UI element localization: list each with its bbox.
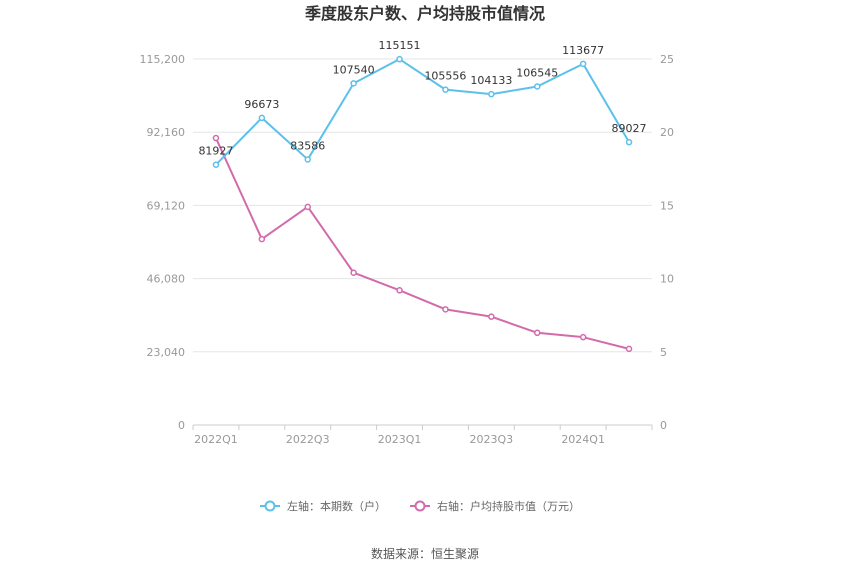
data-label: 96673: [244, 98, 279, 111]
y-right-tick-label: 0: [660, 419, 667, 432]
y-right-tick-label: 25: [660, 53, 674, 66]
data-point: [304, 156, 311, 163]
series-points: [212, 55, 633, 353]
data-label: 81927: [198, 145, 233, 158]
legend-marker: [414, 500, 426, 512]
data-point: [304, 203, 311, 211]
data-point: [488, 313, 495, 320]
right-axis: 0 5 10 15 20 25: [660, 53, 674, 432]
data-point: [442, 306, 449, 313]
data-point: [212, 134, 220, 142]
data-point: [350, 80, 357, 87]
y-left-tick-label: 92,160: [147, 126, 186, 139]
data-label: 106545: [516, 66, 558, 79]
y-left-tick-label: 115,200: [140, 53, 186, 66]
left-axis: 0 23,040 46,080 69,120 92,160 115,200: [140, 53, 186, 432]
data-label: 83586: [290, 139, 325, 152]
data-point: [534, 83, 541, 90]
y-left-tick-label: 69,120: [147, 199, 186, 212]
series-line-households: [215, 58, 630, 166]
legend-item[interactable]: 右轴：户均持股市值（万元）: [410, 499, 580, 513]
legend-label: 左轴：本期数（户）: [287, 499, 386, 513]
data-point: [625, 345, 633, 353]
data-point: [258, 114, 266, 122]
y-right-tick-label: 5: [660, 346, 667, 359]
x-tick-label: 2023Q1: [378, 433, 422, 446]
legend-marker: [264, 500, 276, 512]
data-labels: 81927 96673 83586 107540 115151 105556 104133 1…: [198, 39, 646, 158]
x-tick-label: 2023Q3: [470, 433, 514, 446]
data-label: 107540: [333, 63, 375, 76]
series-line-avg-value: [215, 137, 630, 350]
y-left-tick-label: 0: [178, 419, 185, 432]
data-point: [258, 235, 266, 243]
data-label: 113677: [562, 44, 604, 57]
data-point: [488, 90, 495, 98]
data-point: [534, 329, 541, 337]
data-label: 105556: [424, 70, 466, 83]
x-axis: 2022Q1 2022Q3 2023Q1 2023Q3 2024Q1: [192, 424, 653, 446]
series-lines: [215, 58, 630, 350]
x-tick-label: 2024Q1: [561, 433, 605, 446]
legend-item[interactable]: 左轴：本期数（户）: [260, 499, 386, 513]
data-point: [350, 269, 357, 276]
data-point: [396, 55, 403, 63]
chart-title: 季度股东户数、户均持股市值情况: [304, 4, 545, 23]
data-point: [212, 161, 220, 168]
y-right-tick-label: 20: [660, 126, 674, 139]
data-point: [442, 86, 449, 93]
data-label: 104133: [470, 74, 512, 87]
y-left-tick-label: 23,040: [147, 346, 186, 359]
x-tick-label: 2022Q1: [194, 433, 238, 446]
y-left-tick-label: 46,080: [147, 273, 186, 286]
data-point: [396, 287, 403, 294]
y-right-tick-label: 15: [660, 199, 674, 212]
data-label: 89027: [612, 122, 647, 135]
grid-lines: [193, 58, 652, 353]
legend-label: 右轴：户均持股市值（万元）: [437, 499, 580, 513]
source-note: 数据来源：恒生聚源: [371, 546, 479, 561]
y-right-tick-label: 10: [660, 273, 674, 286]
legend[interactable]: 左轴：本期数（户） 右轴：户均持股市值（万元）: [260, 499, 580, 513]
data-point: [625, 138, 633, 146]
data-point: [579, 333, 587, 341]
x-tick-label: 2022Q3: [286, 433, 330, 446]
data-label: 115151: [379, 39, 421, 52]
data-point: [579, 60, 587, 68]
